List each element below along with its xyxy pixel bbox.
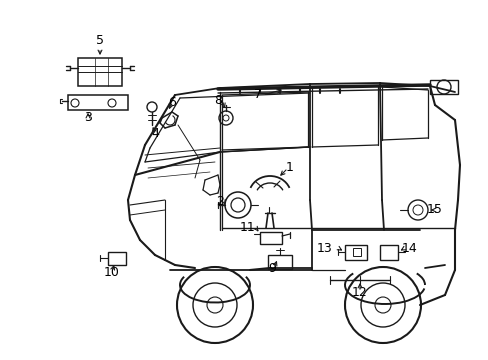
Text: 13: 13 [317,242,332,255]
Bar [429,80,457,94]
Text: 4: 4 [151,127,159,140]
Bar [68,95,128,110]
Bar [267,255,291,269]
Bar [108,252,126,265]
Bar [78,58,122,86]
Bar [352,248,360,256]
Bar [260,232,282,244]
Text: 7: 7 [253,89,262,102]
Text: 8: 8 [214,94,222,107]
Text: 14: 14 [401,242,417,255]
Text: 12: 12 [351,285,367,298]
Bar [345,245,366,260]
Bar [379,245,397,260]
Text: 11: 11 [240,221,255,234]
Text: 10: 10 [104,265,120,279]
Text: 2: 2 [216,195,224,208]
Text: 15: 15 [426,203,442,216]
Text: 9: 9 [267,261,275,274]
Text: 6: 6 [168,95,176,108]
Text: 5: 5 [96,33,104,46]
Text: 1: 1 [285,162,293,175]
Text: 3: 3 [84,112,92,125]
